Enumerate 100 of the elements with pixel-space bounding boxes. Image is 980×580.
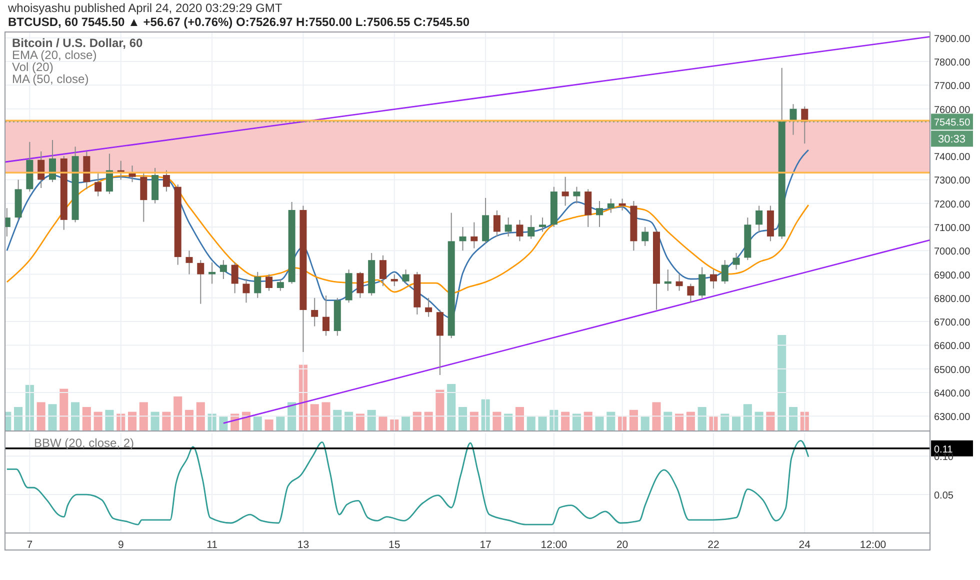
text: whoisyashu published April 24, 2020 03:29:29 GMT xyxy=(7,1,283,15)
candlestick xyxy=(266,274,273,292)
bar xyxy=(743,404,752,431)
candlestick xyxy=(140,172,148,222)
bar xyxy=(310,404,319,431)
line-series xyxy=(6,440,810,526)
bar xyxy=(196,402,205,431)
y-tick-label: 6700.00 xyxy=(934,318,971,329)
bar xyxy=(184,410,194,431)
bar xyxy=(561,412,570,431)
candlestick xyxy=(322,295,330,336)
y-tick-label: 6500.00 xyxy=(934,364,971,376)
bar xyxy=(412,412,422,431)
y-tick-label: 7800.00 xyxy=(934,58,971,69)
candlestick xyxy=(573,186,580,204)
y-tick-label: 6400.00 xyxy=(934,388,971,400)
chart-title: BBW (20, close, 2) xyxy=(34,436,134,450)
bar xyxy=(94,412,102,431)
bar xyxy=(538,416,547,431)
candlestick xyxy=(402,269,410,284)
text: 30:33 xyxy=(938,134,966,146)
y-tick-label: 7900.00 xyxy=(934,34,971,45)
x-tick-label: 17 xyxy=(480,539,492,551)
candlestick xyxy=(721,260,728,284)
bar xyxy=(458,407,468,431)
bar xyxy=(48,404,57,431)
annotation: EMA (20, close) xyxy=(12,48,97,62)
candlestick xyxy=(710,269,717,289)
bar xyxy=(732,416,741,431)
bar xyxy=(14,407,23,431)
x-tick-label: 7 xyxy=(26,539,33,551)
bar xyxy=(492,412,502,431)
bar xyxy=(424,412,433,431)
chart-title: Vol (20) xyxy=(12,60,54,74)
bar xyxy=(664,412,672,431)
bar xyxy=(572,414,581,431)
y-tick-label: 7600.00 xyxy=(934,104,971,116)
y-tick-label: 7300.00 xyxy=(934,176,971,187)
bar xyxy=(595,416,604,431)
bar xyxy=(401,416,410,431)
y-tick-label: 6800.00 xyxy=(934,294,971,305)
candlestick xyxy=(584,188,592,228)
bar xyxy=(139,402,148,431)
candlestick xyxy=(459,226,466,252)
bar xyxy=(470,412,478,431)
bar xyxy=(526,416,536,431)
bar xyxy=(640,416,650,431)
y-tick-label: 7700.00 xyxy=(934,81,971,92)
candlestick xyxy=(528,214,535,240)
candlestick xyxy=(607,198,614,214)
bar xyxy=(333,410,342,431)
bar xyxy=(652,402,661,431)
y-tick-label: 6300.00 xyxy=(934,412,971,424)
chart-title: Bitcoin / U.S. Dollar, 60 xyxy=(12,36,144,50)
bar xyxy=(436,390,444,431)
bar xyxy=(754,412,764,431)
bar xyxy=(322,402,330,431)
bar xyxy=(219,416,228,431)
bar xyxy=(504,414,513,431)
candlestick xyxy=(311,297,318,327)
candlestick xyxy=(732,252,740,270)
candlestick xyxy=(676,274,683,292)
y-tick-label: 0.05 xyxy=(934,490,954,502)
bar xyxy=(788,407,798,431)
bar xyxy=(778,335,786,431)
candlestick xyxy=(276,278,284,292)
bar xyxy=(515,407,524,431)
bar xyxy=(675,414,684,431)
candlestick xyxy=(436,309,444,376)
candlestick xyxy=(220,260,227,280)
bar xyxy=(264,419,274,431)
x-tick-label: 22 xyxy=(708,539,720,551)
bar xyxy=(698,407,706,431)
x-tick-label: 9 xyxy=(118,539,124,551)
candlestick xyxy=(642,226,649,246)
candlestick xyxy=(562,176,569,206)
chart-subtitle: BTCUSD, 60 7545.50 ▲ +56.67 (+0.76%) O:7526.97 H:7550.00 L:7506.55 C:7545.50 xyxy=(8,15,470,29)
candlestick xyxy=(231,262,238,294)
x-tick-label: 12:00 xyxy=(540,539,568,551)
x-tick-label: 15 xyxy=(388,539,400,551)
candlestick xyxy=(493,210,500,237)
bar xyxy=(686,412,695,431)
bar xyxy=(71,402,80,431)
x-tick-label: 12:00 xyxy=(860,539,886,551)
bar xyxy=(82,407,91,431)
candlestick xyxy=(516,219,524,242)
bar xyxy=(584,412,592,431)
bar xyxy=(447,384,456,431)
candlestick xyxy=(242,278,250,304)
bar xyxy=(766,412,775,431)
bar xyxy=(606,412,616,431)
candlestick xyxy=(186,250,193,275)
bar xyxy=(174,396,182,431)
line-series xyxy=(6,175,810,294)
bar xyxy=(720,414,730,431)
x-tick-label: 11 xyxy=(206,539,218,551)
candlestick xyxy=(504,217,512,237)
bar xyxy=(253,416,262,431)
candlestick xyxy=(356,271,364,298)
candlestick xyxy=(390,274,398,287)
